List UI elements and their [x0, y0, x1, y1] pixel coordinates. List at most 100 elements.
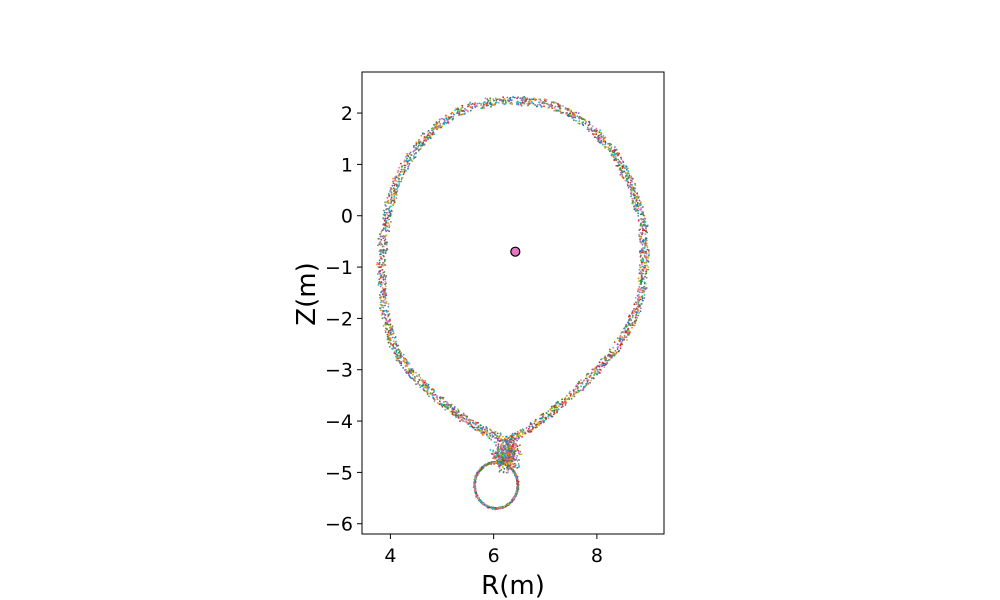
scatter-point — [549, 408, 552, 411]
scatter-point — [633, 205, 635, 208]
scatter-point — [644, 221, 647, 223]
scatter-point — [625, 172, 628, 175]
scatter-point — [383, 316, 386, 319]
scatter-point — [506, 471, 509, 474]
scatter-point — [501, 439, 503, 442]
scatter-point — [489, 434, 492, 437]
scatter-point — [438, 400, 441, 403]
scatter-point — [638, 233, 640, 236]
scatter-point — [516, 97, 518, 100]
scatter-point — [573, 119, 575, 121]
scatter-point — [568, 398, 571, 400]
scatter-point — [515, 438, 518, 440]
scatter-point — [509, 458, 511, 461]
scatter-point — [571, 115, 574, 118]
scatter-point — [504, 103, 506, 106]
scatter-point — [384, 235, 386, 238]
scatter-point — [507, 503, 510, 506]
scatter-point — [378, 250, 381, 253]
scatter-point — [384, 238, 387, 241]
scatter-point — [400, 362, 403, 365]
scatter-point — [638, 199, 641, 202]
scatter-point — [503, 448, 506, 451]
scatter-point — [601, 136, 604, 139]
scatter-point — [445, 406, 447, 408]
scatter-point — [507, 450, 510, 453]
scatter-point — [601, 357, 603, 360]
scatter-point — [604, 359, 607, 361]
scatter-point — [570, 110, 573, 113]
scatter-point — [599, 129, 601, 132]
scatter-point — [382, 229, 384, 231]
scatter-point — [541, 105, 543, 108]
scatter-point — [589, 381, 591, 384]
scatter-point — [641, 269, 644, 272]
scatter-point — [542, 412, 544, 415]
scatter-point — [496, 506, 499, 509]
scatter-point — [602, 143, 604, 146]
scatter-point — [387, 303, 390, 305]
scatter-point — [622, 177, 625, 180]
scatter-point — [461, 104, 464, 107]
scatter-point — [589, 128, 592, 131]
scatter-point — [559, 110, 561, 112]
scatter-point — [596, 365, 599, 368]
scatter-point — [548, 414, 551, 416]
scatter-point — [534, 426, 536, 429]
scatter-point — [611, 151, 614, 153]
scatter-point — [452, 117, 454, 120]
scatter-point — [482, 105, 485, 108]
scatter-point — [444, 408, 447, 411]
scatter-point — [489, 449, 492, 451]
scatter-point — [506, 440, 509, 443]
scatter-point — [474, 428, 477, 431]
scatter-point — [605, 362, 608, 364]
scatter-point — [608, 354, 611, 357]
scatter-point — [400, 162, 402, 165]
scatter-point — [424, 384, 427, 386]
scatter-point — [408, 370, 411, 372]
scatter-point — [621, 340, 624, 343]
scatter-point — [638, 286, 641, 288]
scatter-point — [400, 180, 402, 183]
scatter-point — [425, 382, 428, 385]
scatter-point — [622, 161, 625, 164]
scatter-point — [552, 413, 555, 416]
scatter-point — [387, 319, 390, 322]
scatter-point — [620, 156, 622, 159]
scatter-point — [435, 396, 438, 398]
scatter-point — [474, 421, 477, 424]
scatter-point — [469, 425, 471, 428]
scatter-point — [528, 98, 531, 101]
scatter-point — [514, 466, 516, 468]
scatter-point — [616, 153, 619, 156]
scatter-point — [588, 375, 591, 378]
scatter-point — [582, 380, 585, 382]
scatter-point — [391, 330, 393, 332]
scatter-point — [501, 456, 504, 459]
scatter-point — [378, 278, 381, 281]
scatter-point — [426, 386, 429, 388]
scatter-point — [574, 115, 576, 117]
scatter-point — [384, 224, 387, 227]
y-tick-label: 2 — [341, 103, 353, 125]
scatter-point — [549, 412, 552, 415]
scatter-point — [575, 111, 578, 114]
scatter-point — [384, 299, 386, 301]
scatter-point — [379, 285, 382, 288]
scatter-point — [442, 397, 444, 399]
scatter-point — [384, 283, 386, 286]
scatter-point — [619, 334, 622, 337]
scatter-point — [384, 304, 386, 307]
scatter-point — [469, 109, 472, 112]
scatter-point — [424, 139, 427, 141]
scatter-point — [405, 156, 407, 158]
scatter-point — [506, 438, 508, 440]
scatter-point — [426, 136, 428, 138]
scatter-point — [571, 395, 574, 397]
scatter-point — [385, 242, 388, 245]
scatter-point — [559, 403, 562, 406]
scatter-point — [540, 99, 542, 102]
scatter-point — [458, 112, 461, 115]
scatter-point — [408, 163, 411, 165]
